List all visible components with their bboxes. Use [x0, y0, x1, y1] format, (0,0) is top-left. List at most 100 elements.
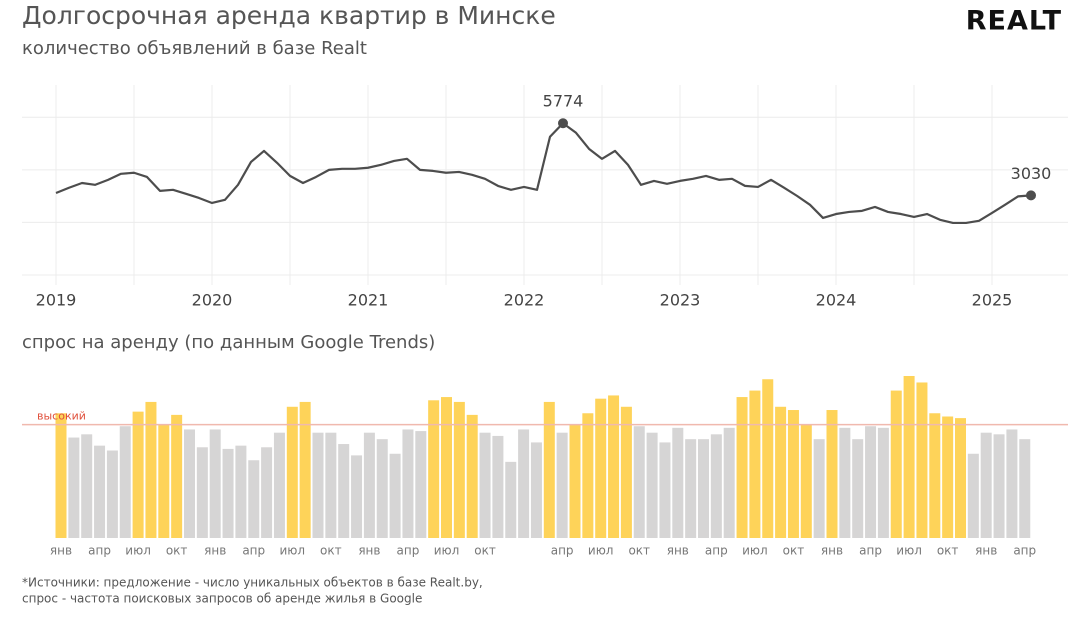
data-label: 3030	[1011, 164, 1052, 183]
bar	[1006, 429, 1018, 538]
x-tick-label: июл	[896, 544, 922, 558]
bar	[942, 416, 954, 538]
footnote: *Источники: предложение - число уникальн…	[22, 576, 483, 590]
x-tick-label: янв	[358, 544, 380, 558]
bar	[132, 411, 144, 538]
bar	[492, 435, 504, 538]
bar	[852, 439, 864, 538]
title: Долгосрочная аренда квартир в Минске	[22, 1, 556, 30]
x-tick-label: 2021	[348, 291, 389, 310]
x-tick-label: окт	[783, 544, 805, 558]
x-tick-label: 2023	[660, 291, 701, 310]
bar	[351, 455, 363, 538]
bar	[530, 442, 542, 538]
bar	[209, 429, 221, 538]
bar	[466, 414, 478, 538]
bar	[235, 445, 247, 538]
bar	[608, 395, 620, 538]
bar	[184, 429, 195, 538]
bar	[376, 439, 388, 538]
bar	[787, 410, 799, 538]
bar	[402, 429, 414, 538]
bar	[81, 434, 93, 538]
bar	[903, 376, 915, 538]
bar	[556, 432, 568, 538]
bar	[710, 434, 722, 538]
bar	[736, 397, 748, 538]
bar	[325, 432, 337, 538]
x-tick-label: янв	[204, 544, 226, 558]
point	[558, 118, 568, 129]
bar	[749, 390, 761, 538]
bar	[569, 424, 581, 538]
x-tick-label: окт	[166, 544, 188, 558]
bar	[826, 410, 838, 538]
bar	[389, 453, 401, 538]
bar	[685, 439, 697, 538]
bar	[119, 426, 131, 538]
bar	[595, 398, 607, 538]
x-tick-label: апр	[88, 544, 111, 558]
bar	[890, 390, 902, 538]
line	[55, 122, 1032, 225]
bar	[646, 432, 658, 538]
x-tick-label: окт	[628, 544, 650, 558]
bar	[428, 400, 440, 538]
bar	[453, 401, 465, 538]
bar	[659, 442, 671, 538]
bar	[261, 447, 273, 538]
bar	[299, 401, 311, 538]
bar	[723, 427, 735, 538]
bar	[916, 382, 928, 538]
x-tick-label: окт	[937, 544, 959, 558]
bar	[762, 379, 774, 538]
footnote: спрос - частота поисковых запросов об ар…	[22, 592, 422, 606]
bar	[94, 445, 106, 538]
bar	[543, 401, 555, 538]
bar	[865, 426, 877, 538]
x-tick-label: 2025	[972, 291, 1013, 310]
data-label: 5774	[543, 92, 584, 111]
bar	[68, 437, 80, 538]
bar	[312, 432, 324, 538]
x-tick-label: апр	[242, 544, 265, 558]
x-tick-label: июл	[280, 544, 306, 558]
bar	[338, 444, 350, 538]
bar	[967, 453, 979, 538]
x-tick-label: апр	[1013, 544, 1036, 558]
bar	[222, 448, 234, 538]
x-tick-label: 2019	[36, 291, 77, 310]
bar	[813, 439, 825, 538]
bar	[196, 447, 208, 538]
x-tick-label: окт	[320, 544, 342, 558]
bar	[877, 427, 889, 538]
bar	[993, 434, 1005, 538]
bar	[363, 432, 375, 538]
x-tick-label: июл	[434, 544, 460, 558]
x-tick-label: янв	[821, 544, 843, 558]
x-tick-label: июл	[125, 544, 151, 558]
bar	[620, 406, 632, 538]
bar	[672, 427, 684, 538]
subtitle: количество объявлений в базе Realt	[22, 38, 367, 59]
x-tick-label: янв	[975, 544, 997, 558]
x-tick-label: 2024	[816, 291, 857, 310]
x-tick-label: окт	[474, 544, 496, 558]
bar	[286, 406, 298, 538]
x-tick-label: апр	[551, 544, 574, 558]
x-tick-label: 2022	[504, 291, 545, 310]
bar	[505, 461, 517, 538]
x-tick-label: апр	[859, 544, 882, 558]
bar	[518, 429, 530, 538]
x-tick-label: янв	[50, 544, 72, 558]
x-tick-label: апр	[705, 544, 728, 558]
bar	[158, 424, 170, 538]
x-tick-label: июл	[588, 544, 614, 558]
bar	[171, 414, 183, 538]
bar	[775, 406, 787, 538]
x-tick-label: июл	[742, 544, 768, 558]
x-tick-label: янв	[667, 544, 689, 558]
bar	[698, 439, 709, 538]
bar	[839, 427, 851, 538]
